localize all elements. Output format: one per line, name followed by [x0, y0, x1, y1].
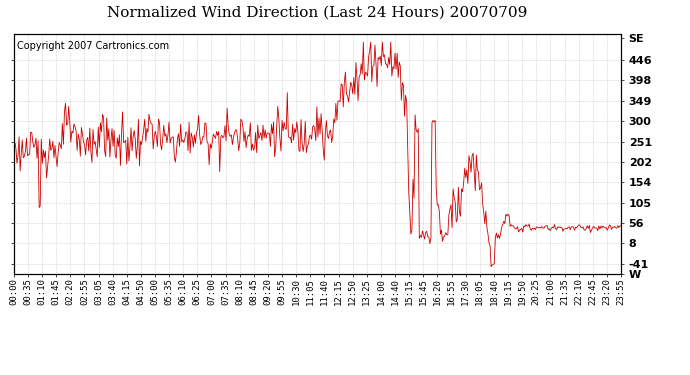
Text: Normalized Wind Direction (Last 24 Hours) 20070709: Normalized Wind Direction (Last 24 Hours…: [107, 6, 528, 20]
Text: Copyright 2007 Cartronics.com: Copyright 2007 Cartronics.com: [17, 41, 169, 51]
